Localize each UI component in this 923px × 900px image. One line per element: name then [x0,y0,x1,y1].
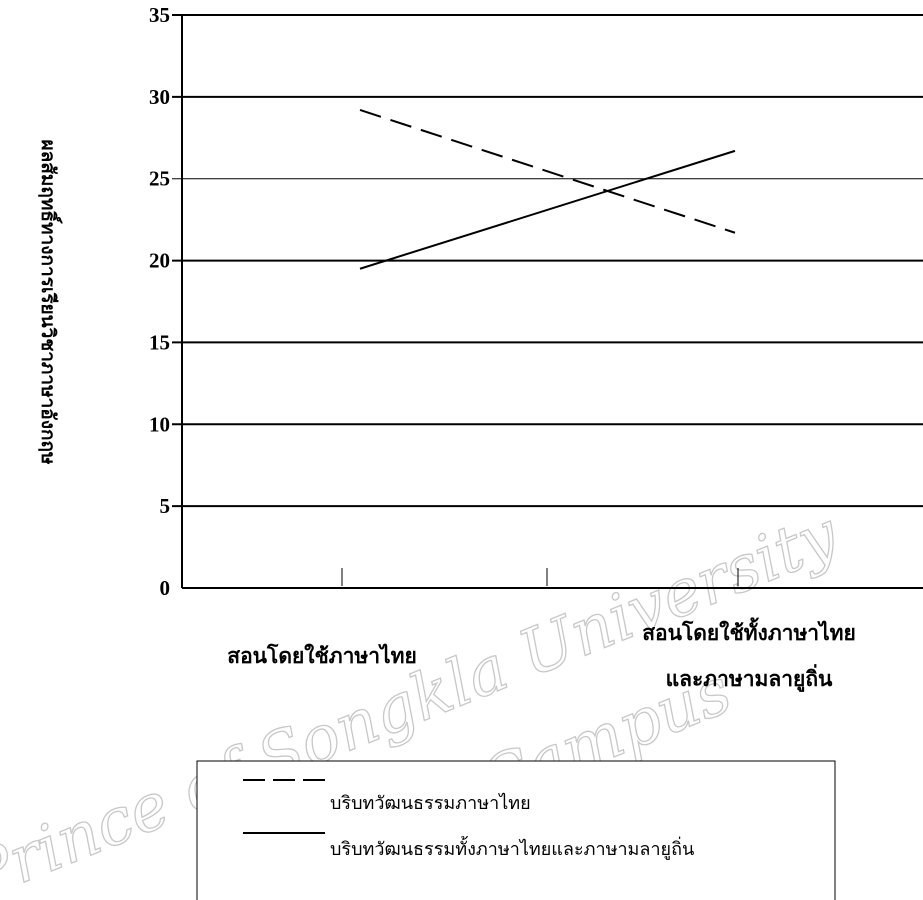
category-label: สอนโดยใช้ภาษาไทย [227,643,417,668]
y-tick-label: 25 [149,167,170,191]
y-tick-label: 30 [149,85,170,109]
axes [181,15,923,589]
grid-lines [172,14,923,508]
category-label: และภาษามลายูถิ่น [666,663,833,693]
legend-entry-thai-context: บริบทวัฒนธรรมภาษาไทย [330,792,531,814]
series-line-2 [359,149,736,270]
y-tick-labels: 0 5 10 15 20 25 30 35 [149,3,170,600]
legend: บริบทวัฒนธรรมภาษาไทย บริบทวัฒนธรรมทั้งภา… [196,760,836,900]
y-tick-label: 5 [160,494,171,518]
y-tick-label: 10 [149,412,170,436]
y-tick-label: 15 [149,330,170,354]
legend-entry-thai-malay-context: บริบทวัฒนธรรมทั้งภาษาไทยและภาษามลายูถิ่น [330,836,694,860]
series-line-1 [359,109,736,234]
category-labels: สอนโดยใช้ภาษาไทย สอนโดยใช้ทั้งภาษาไทยและภ… [227,617,856,693]
legend-box [196,760,836,900]
series-lines [359,109,736,270]
category-label: สอนโดยใช้ทั้งภาษาไทย [642,617,856,645]
y-tick-label: 20 [149,249,170,273]
y-tick-label: 35 [149,3,170,27]
x-tick-marks [341,568,739,586]
y-tick-label: 0 [160,576,171,600]
y-axis-label: ผลสัมฤทธิ์ทางการเรียนวิชาภาษาอังกฤษ [37,139,63,465]
